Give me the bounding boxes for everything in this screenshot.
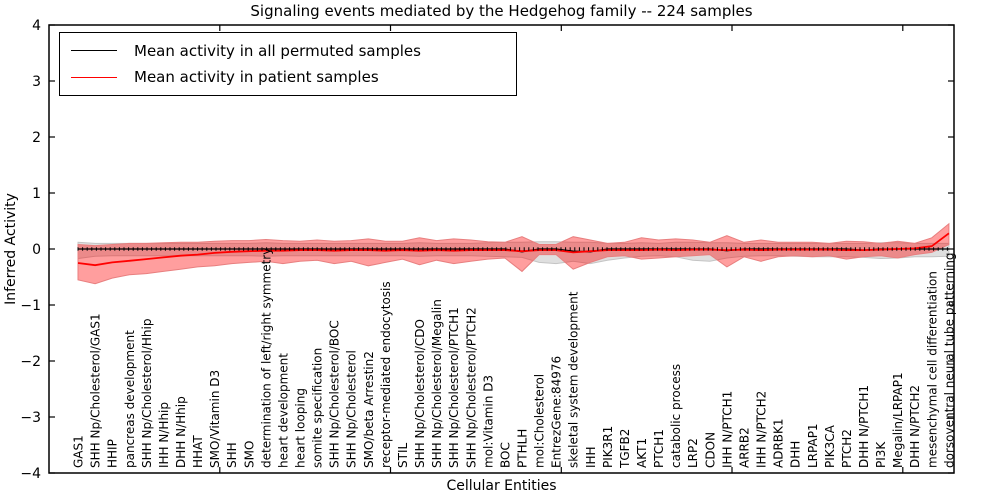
y-tick-label: 2 [32,130,41,146]
x-category-label: SMO/Vitamin D3 [208,370,222,468]
y-axis-label: Inferred Activity [3,193,19,305]
x-category-label: LRPAP1 [806,423,820,468]
x-category-label: DHH N/Hhip [174,396,188,468]
x-category-label: HHAT [191,435,205,468]
x-category-label: heart development [276,353,290,468]
x-category-label: DHH N/PTCH2 [908,385,922,468]
x-category-label: SHH Np/Cholesterol/PTCH2 [464,307,478,468]
chart-title: Signaling events mediated by the Hedgeho… [250,2,753,20]
x-axis-label: Cellular Entities [446,478,557,494]
x-category-label: ARRB2 [738,427,752,468]
x-category-label: SHH Np/Cholesterol/GAS1 [89,313,103,468]
x-category-label: PTCH2 [840,429,854,468]
x-category-label: heart looping [294,388,308,468]
x-category-label: ADRBK1 [772,418,786,468]
x-category-label: mol:Cholesterol [533,374,547,468]
x-category-label: HHIP [106,439,120,468]
x-category-label: DHH N/PTCH1 [857,385,871,468]
x-category-label: GAS1 [72,435,86,468]
x-category-label: SHH Np/Cholesterol/Hhip [140,319,154,468]
x-category-label: PTHLH [516,429,530,468]
x-category-label: skeletal system development [567,291,581,468]
y-tick-label: 4 [32,18,41,34]
x-category-label: BOC [498,442,512,468]
x-category-label: DHH [789,441,803,468]
y-tick-label: 1 [32,186,41,202]
legend-label-patient: Mean activity in patient samples [134,68,379,87]
x-category-label: SHH Np/Cholesterol/BOC [328,320,342,468]
x-category-label: IHH [584,446,598,468]
x-category-label: PIK3R1 [601,426,615,468]
y-tick-label: 3 [32,74,41,90]
x-category-label: determination of left/right symmetry [259,248,273,468]
x-category-label: receptor-mediated endocytosis [379,281,393,468]
x-category-label: IHH N/PTCH2 [755,391,769,468]
x-category-label: SHH Np/Cholesterol/PTCH1 [447,307,461,468]
x-category-label: somite specification [311,348,325,468]
x-category-label: EntrezGene:84976 [550,356,564,468]
legend-label-permuted: Mean activity in all permuted samples [134,41,421,60]
legend-line-permuted-icon [71,50,117,52]
x-category-label: PTCH1 [652,429,666,468]
x-category-label: mesenchymal cell differentiation [925,271,939,468]
y-tick-label: −2 [20,354,41,370]
legend: Mean activity in all permuted samples Me… [59,32,517,96]
x-category-label: SHH Np/Cholesterol [345,350,359,468]
x-category-label: CDON [703,432,717,468]
x-category-label: mol:Vitamin D3 [481,375,495,468]
x-category-label: dorsoventral neural tube patterning [942,252,956,468]
x-category-label: catabolic process [669,364,683,468]
x-category-label: IHH N/Hhip [157,402,171,468]
legend-line-patient-icon [71,76,117,78]
x-category-label: IHH N/PTCH1 [720,391,734,468]
x-category-label: pancreas development [123,330,137,468]
x-category-label: STIL [396,443,410,468]
band-patient-range [77,222,950,285]
x-category-label: SHH [225,442,239,468]
y-tick-label: −3 [20,410,41,426]
x-category-label: PIK3CA [823,424,837,468]
legend-item-permuted: Mean activity in all permuted samples [60,42,516,60]
x-category-label: PI3K [874,441,888,468]
line-patient-mean [77,232,950,267]
x-category-label: SMO [242,441,256,468]
x-category-label: SMO/beta Arrestin2 [362,351,376,468]
zero-line-dashes [77,247,948,251]
y-tick-label: 0 [32,242,41,258]
x-category-label: Megalin/LRPAP1 [891,372,905,468]
legend-item-patient: Mean activity in patient samples [60,68,516,86]
y-tick-label: −4 [20,466,41,482]
x-category-label: LRP2 [686,438,700,468]
y-tick-label: −1 [20,298,41,314]
x-category-label: SHH Np/Cholesterol/Megalin [430,299,444,468]
band-permuted-range [77,241,950,265]
x-category-label: AKT1 [635,438,649,468]
x-category-label: SHH Np/Cholesterol/CDO [413,319,427,468]
x-category-label: TGFB2 [618,429,632,469]
